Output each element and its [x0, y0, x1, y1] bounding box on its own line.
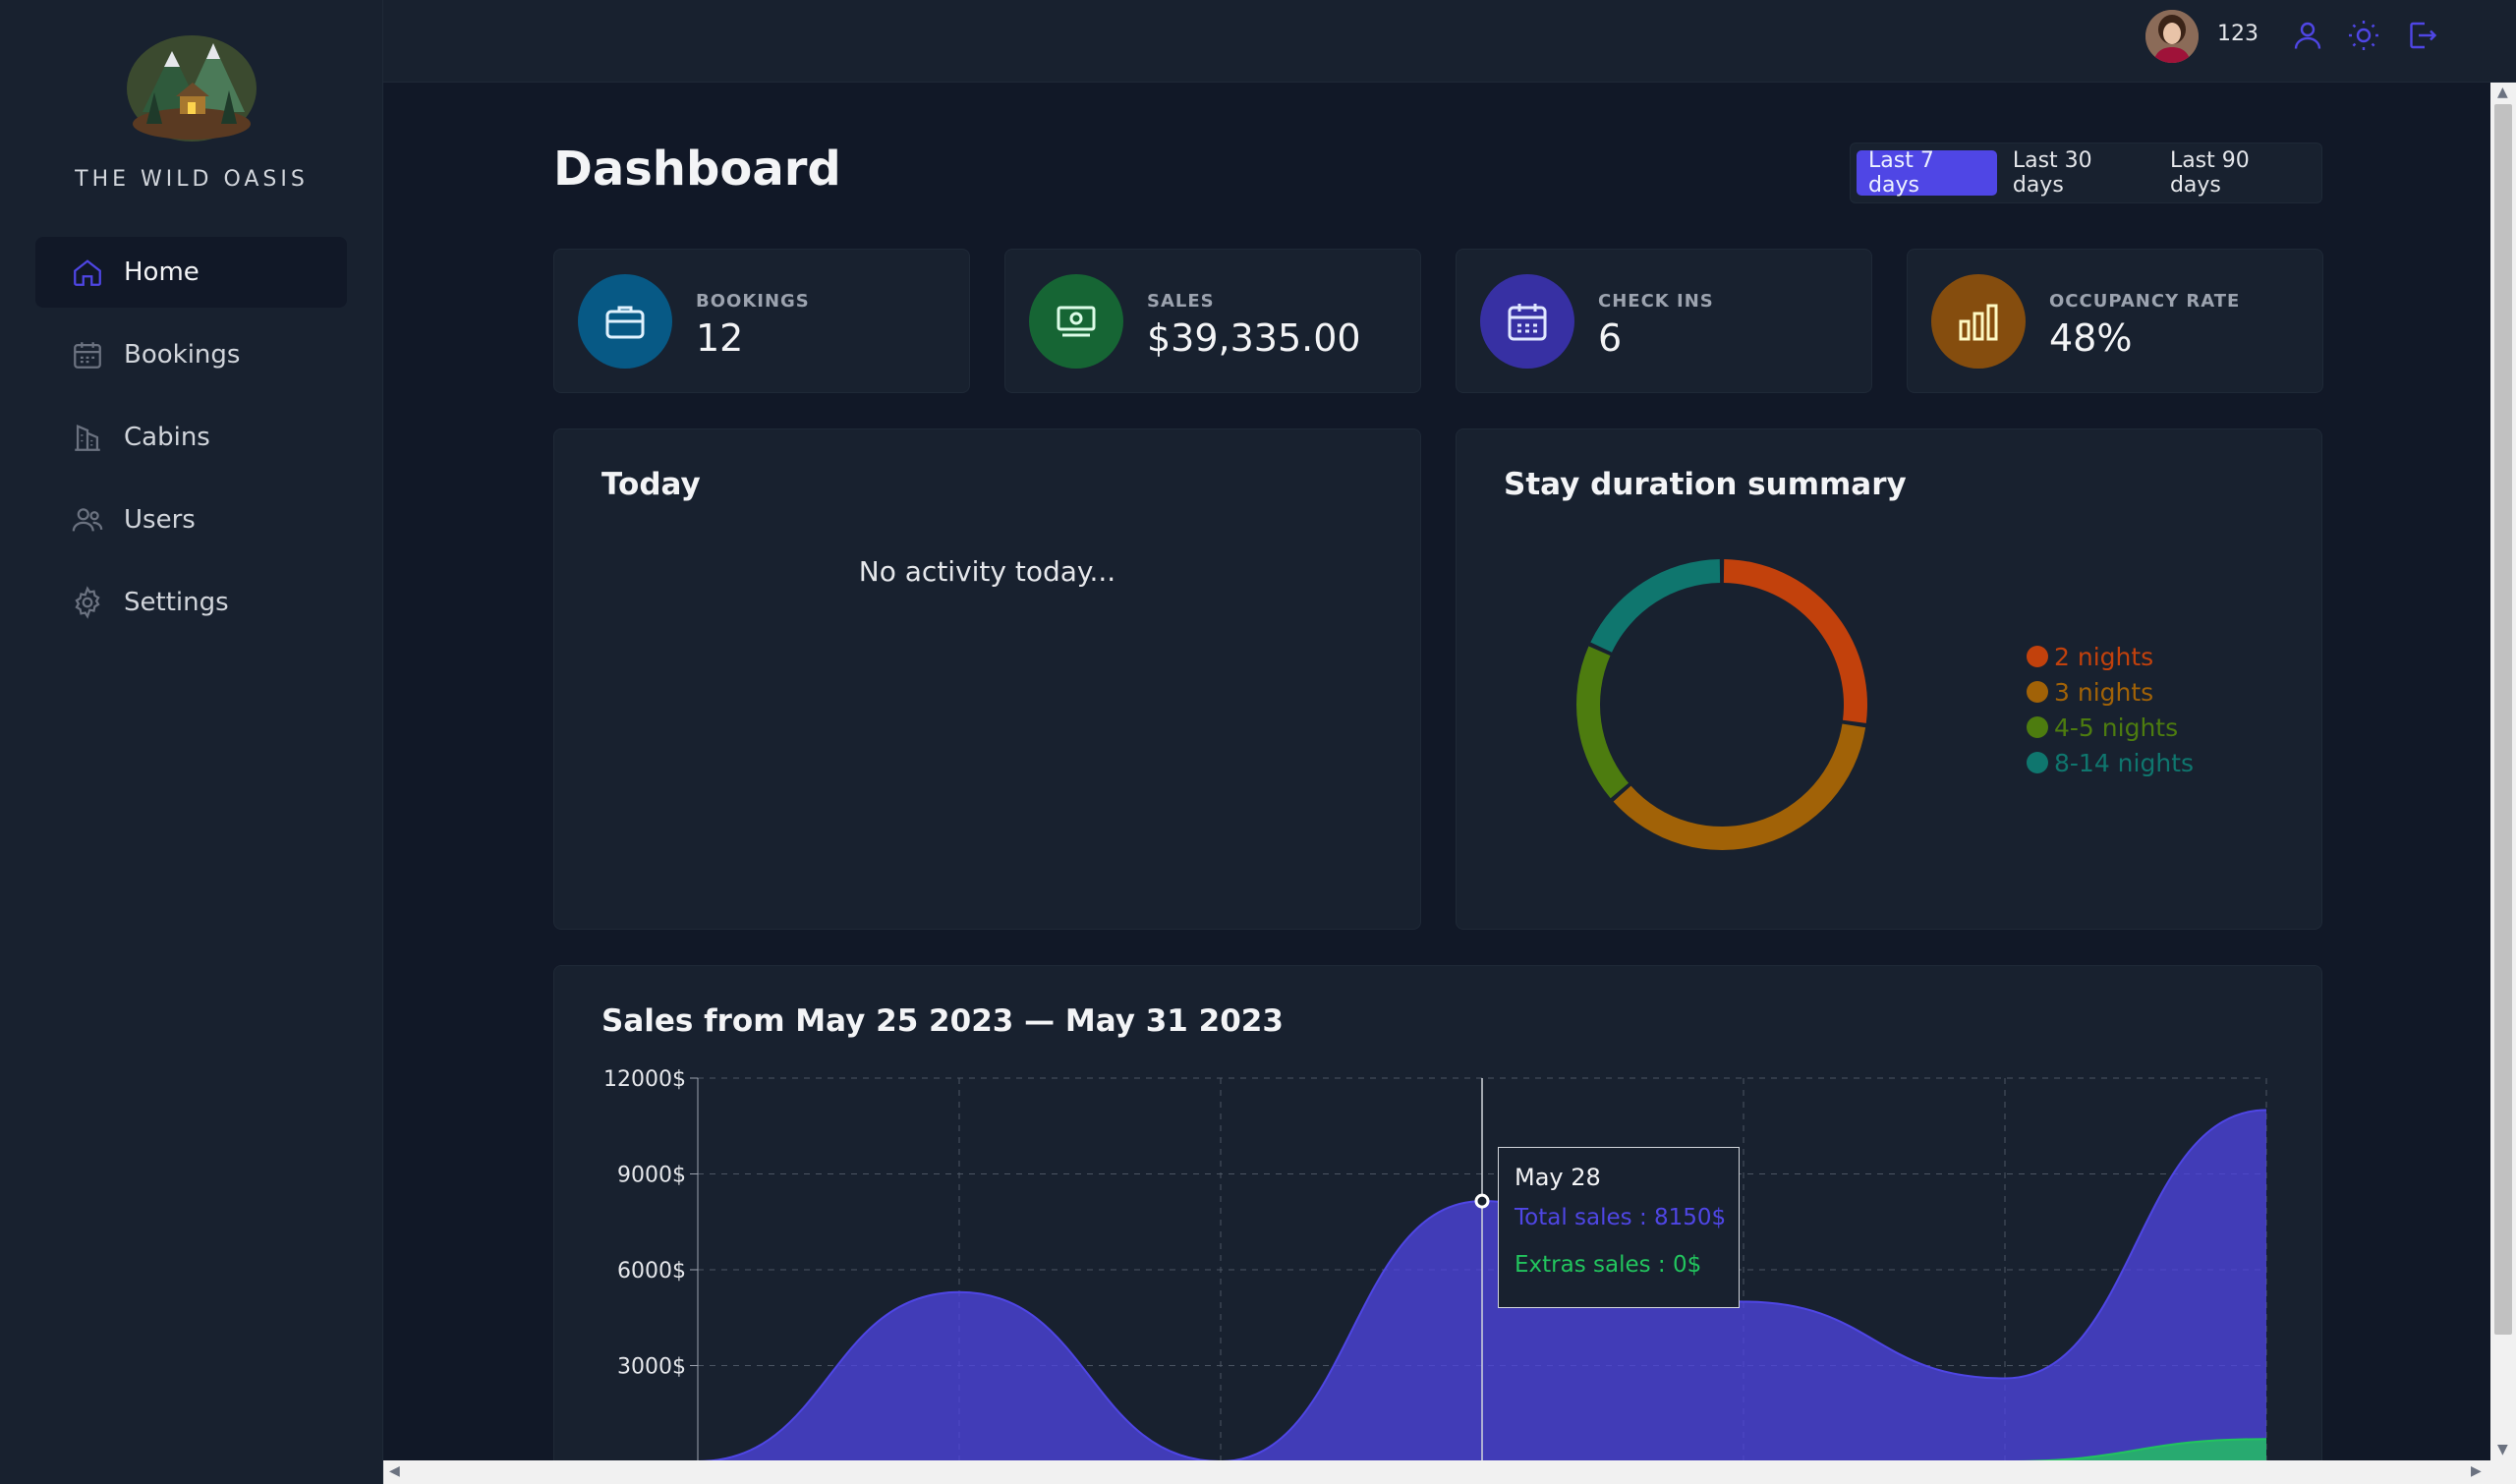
donut-chart — [1576, 559, 1867, 850]
legend-item: 2 nights — [2027, 639, 2194, 674]
brand-name: THE WILD OASIS — [75, 167, 309, 192]
scrollbar-thumb[interactable] — [2494, 104, 2512, 1335]
stat-icon-circle — [1931, 274, 2026, 369]
date-filter: Last 7 days Last 30 days Last 90 days — [1850, 143, 2322, 203]
sidebar-item-cabins[interactable]: Cabins — [35, 402, 347, 473]
chart-tooltip: May 28 Total sales : 8150$ Extras sales … — [1498, 1147, 1740, 1308]
chart-legend: 2 nights 3 nights 4-5 nights 8-14 nights — [2027, 639, 2194, 780]
sidebar-item-label: Home — [124, 257, 200, 287]
pie-slice[interactable] — [1613, 723, 1866, 850]
avatar-image — [2145, 10, 2199, 63]
y-tick-label: 3000$ — [617, 1355, 686, 1380]
sales-area-chart[interactable]: 3000$ 6000$ 9000$ 12000$ — [554, 1064, 2323, 1477]
stay-duration-title: Stay duration summary — [1504, 467, 1907, 502]
data-point[interactable] — [1474, 1193, 1490, 1209]
sidebar-item-home[interactable]: Home — [35, 237, 347, 308]
legend-label: 8-14 nights — [2054, 748, 2195, 777]
user-name: 123 — [2217, 22, 2259, 46]
sidebar-item-bookings[interactable]: Bookings — [35, 319, 347, 390]
pie-slice[interactable] — [1723, 559, 1867, 723]
legend-label: 2 nights — [2054, 642, 2154, 671]
stat-sales: SALES $39,335.00 — [1004, 249, 1421, 393]
sidebar-item-settings[interactable]: Settings — [35, 567, 347, 638]
sidebar-item-label: Users — [124, 505, 196, 535]
pie-slice[interactable] — [1576, 646, 1630, 799]
tooltip-extras-sales: Extras sales : 0$ — [1515, 1252, 1702, 1278]
user-icon[interactable] — [2290, 18, 2325, 53]
stat-label: SALES — [1147, 291, 1215, 312]
filter-last-7-days[interactable]: Last 7 days — [1857, 148, 1997, 198]
scroll-left-arrow[interactable]: ◀ — [389, 1463, 400, 1479]
today-title: Today — [601, 467, 701, 502]
horizontal-scrollbar[interactable]: ◀ ▶ — [383, 1460, 2516, 1484]
pie-slice[interactable] — [1590, 559, 1721, 653]
stat-label: CHECK INS — [1598, 291, 1714, 312]
calendar-days-icon — [1508, 304, 1547, 341]
sidebar-item-label: Cabins — [124, 423, 210, 452]
stat-value: 48% — [2049, 316, 2133, 360]
briefcase-icon — [605, 306, 645, 339]
stat-value: 6 — [1598, 316, 1623, 360]
stat-label: OCCUPANCY RATE — [2049, 291, 2241, 312]
sidebar-item-label: Bookings — [124, 340, 241, 370]
page-title: Dashboard — [553, 142, 841, 197]
logout-icon[interactable] — [2404, 18, 2439, 53]
y-tick-label: 9000$ — [617, 1164, 686, 1188]
legend-swatch — [2027, 646, 2048, 667]
sidebar-item-label: Settings — [124, 588, 229, 617]
scroll-down-arrow[interactable]: ▼ — [2497, 1442, 2508, 1457]
main-nav: Home Bookings Cabins Users Settings — [35, 237, 347, 650]
avatar[interactable] — [2145, 10, 2199, 63]
scroll-right-arrow[interactable]: ▶ — [2471, 1463, 2482, 1479]
banknotes-icon — [1057, 306, 1096, 337]
stat-icon-circle — [1480, 274, 1574, 369]
stay-duration-panel: Stay duration summary 2 nights 3 nights 4-… — [1456, 428, 2322, 930]
stat-occupancy-rate: OCCUPANCY RATE 48% — [1907, 249, 2323, 393]
stat-icon-circle — [578, 274, 672, 369]
filter-last-90-days[interactable]: Last 90 days — [2169, 148, 2250, 198]
legend-label: 4-5 nights — [2054, 713, 2179, 742]
stat-check-ins: CHECK INS 6 — [1456, 249, 1872, 393]
logo-icon — [127, 35, 257, 142]
chart-bar-icon — [1959, 304, 1998, 341]
legend-item: 3 nights — [2027, 674, 2194, 710]
empty-message: No activity today... — [858, 555, 1116, 588]
stat-bookings: BOOKINGS 12 — [553, 249, 970, 393]
filter-last-30-days[interactable]: Last 30 days — [2012, 148, 2092, 198]
legend-item: 8-14 nights — [2027, 745, 2194, 780]
sidebar: THE WILD OASIS Home Bookings Cabins User… — [0, 0, 383, 1484]
series-line — [697, 1109, 2267, 1463]
sales-panel: Sales from May 25 2023 — May 31 2023 300… — [553, 965, 2322, 1484]
sun-icon[interactable] — [2346, 18, 2381, 53]
stat-label: BOOKINGS — [696, 291, 810, 312]
y-tick-label: 12000$ — [603, 1067, 686, 1092]
stat-icon-circle — [1029, 274, 1123, 369]
calendar-icon — [74, 342, 101, 369]
stat-value: 12 — [696, 316, 744, 360]
legend-swatch — [2027, 716, 2048, 738]
legend-swatch — [2027, 681, 2048, 703]
sales-title: Sales from May 25 2023 — May 31 2023 — [601, 1003, 1284, 1039]
tooltip-total-sales: Total sales : 8150$ — [1515, 1205, 1727, 1230]
logo-area: THE WILD OASIS — [0, 33, 383, 192]
scroll-up-arrow[interactable]: ▲ — [2497, 85, 2508, 100]
gear-icon — [75, 586, 100, 619]
tooltip-date: May 28 — [1515, 1164, 1601, 1191]
stat-value: $39,335.00 — [1147, 316, 1361, 360]
vertical-scrollbar[interactable]: ▲ ▼ — [2490, 83, 2516, 1460]
legend-swatch — [2027, 752, 2048, 773]
y-tick-label: 6000$ — [617, 1259, 686, 1284]
legend-label: 3 nights — [2054, 677, 2154, 707]
today-panel: Today No activity today... — [553, 428, 1421, 930]
legend-item: 4-5 nights — [2027, 710, 2194, 745]
building-icon — [75, 424, 100, 451]
sidebar-item-users[interactable]: Users — [35, 485, 347, 555]
home-icon — [74, 259, 101, 286]
users-icon — [72, 508, 103, 532]
